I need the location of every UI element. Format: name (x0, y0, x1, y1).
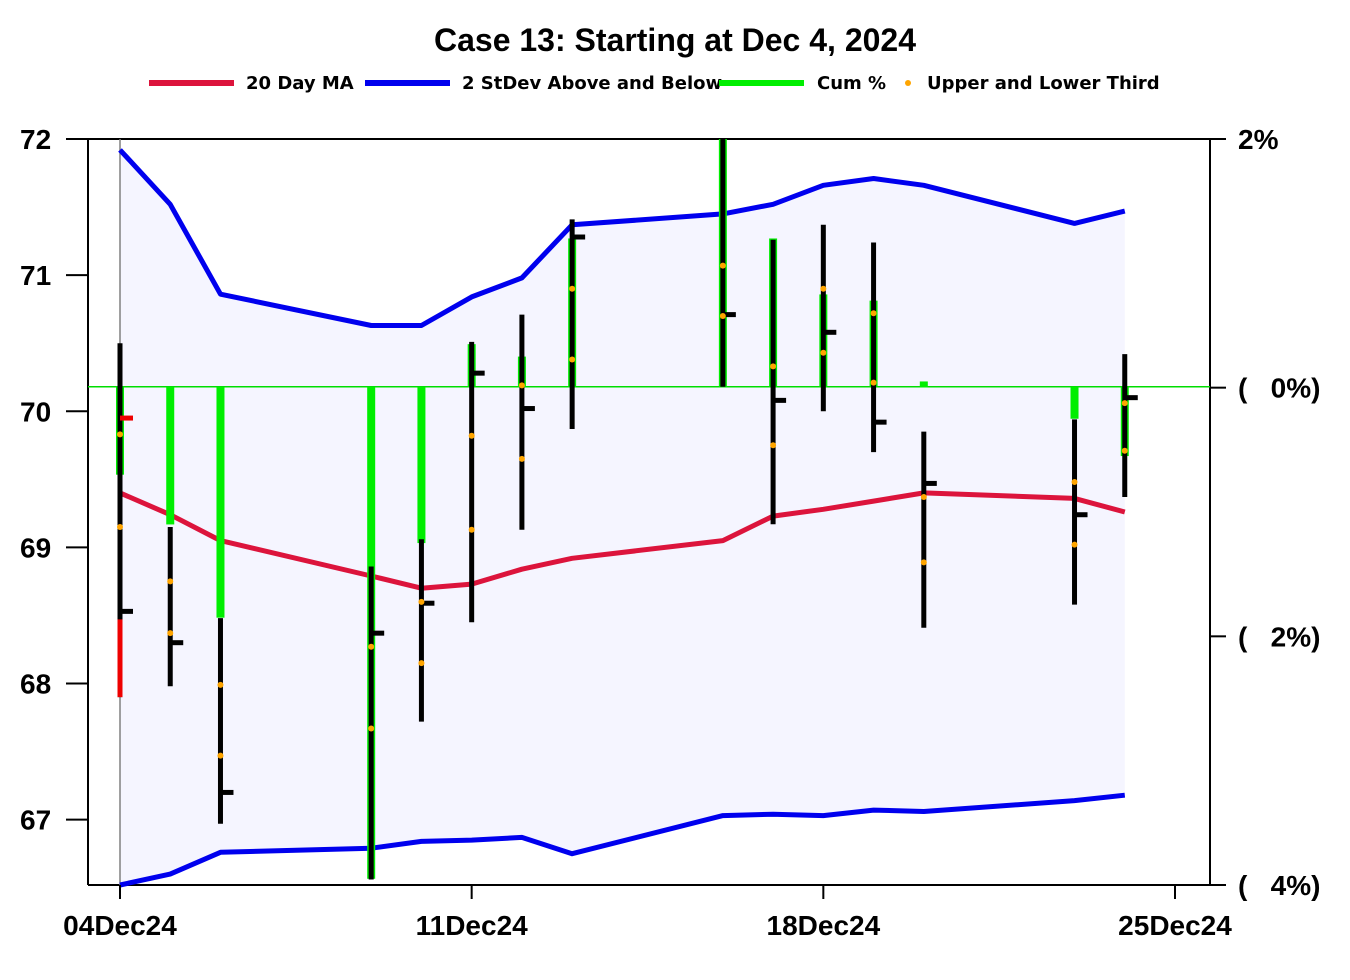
upper-third-dot (920, 494, 927, 501)
lower-third-dot (418, 660, 425, 667)
legend-item: 20 Day MA (149, 73, 354, 94)
ohlc-bar (770, 239, 787, 525)
upper-third-dot (770, 363, 777, 370)
lower-third-dot (217, 752, 224, 759)
cum-pct-bar (166, 386, 175, 525)
y-right-tick-label: ( 4%) (1238, 870, 1320, 901)
legend-label: 20 Day MA (246, 73, 354, 94)
y-left-tick-label: 71 (20, 260, 51, 291)
legend-item: Cum % (719, 73, 886, 94)
y-left-tick-label: 68 (20, 669, 51, 700)
upper-third-dot (167, 578, 174, 585)
ohlc-bar (368, 566, 385, 880)
ma20-line (119, 490, 1126, 591)
upper-third-dot (117, 431, 123, 438)
band-fill (120, 149, 1125, 885)
lower-third-dot (518, 455, 525, 462)
lower-third-dot (920, 559, 927, 566)
ohlc-bar (418, 539, 435, 722)
x-tick-label: 25Dec24 (1118, 910, 1232, 941)
legend-label: 2 StDev Above and Below (462, 73, 722, 94)
y-left-tick-label: 69 (20, 532, 51, 563)
upper-third-dot (870, 310, 877, 317)
ohlc-bar (719, 139, 736, 387)
upper-third-dot (569, 285, 576, 292)
lower-third-dot (167, 630, 174, 637)
upper-third-dot (719, 262, 726, 269)
lower-third-dot (770, 442, 777, 449)
band-fill-layer (120, 149, 1125, 885)
y-right-tick-label: ( 2%) (1238, 621, 1320, 652)
upper-third-dot (217, 681, 224, 688)
cum-pct-bar (919, 381, 928, 388)
ohlc-bar (870, 242, 887, 453)
lower-third-dot (820, 349, 827, 356)
ohlc-bar (468, 341, 485, 623)
legend-label: Upper and Lower Third (927, 73, 1160, 94)
ohlc-bar (1071, 419, 1088, 605)
plot-frame-layer (87, 138, 1211, 886)
y-left-tick-label: 67 (20, 805, 51, 836)
ohlc-bar (1121, 354, 1138, 498)
x-tick-label: 18Dec24 (767, 910, 881, 941)
upper-third-dot (368, 643, 375, 650)
lower-third-dot (117, 523, 123, 530)
y-left-tick-label: 72 (20, 124, 51, 155)
legend: 20 Day MA 2 StDev Above and Below Cum % Upp… (149, 73, 1160, 94)
lower-third-dot (870, 379, 877, 386)
ohlc-bar (518, 314, 535, 530)
axis-layer: 67 68 69 70 71 72 2% ( 0%) ( 2%) ( 4%) 04Dec24 11De… (20, 124, 1320, 941)
upper-third-dot (418, 598, 425, 605)
y-right-tick-label: ( 0%) (1238, 373, 1320, 404)
y-right-tick-label: 2% (1238, 124, 1279, 155)
ohlc-bar (569, 219, 586, 429)
lower-band-line (119, 792, 1126, 888)
legend-item: 2 StDev Above and Below (365, 73, 722, 94)
ma-layer (119, 490, 1126, 591)
ohlc-bar (117, 343, 133, 698)
ohlc-bar (820, 224, 837, 412)
lower-third-dot (468, 526, 475, 533)
upper-third-dot (518, 382, 525, 389)
lower-third-dot (1071, 541, 1078, 548)
x-tick-label: 04Dec24 (63, 910, 177, 941)
chart-title: Case 13: Starting at Dec 4, 2024 (434, 22, 916, 58)
cum-pct-bar (417, 386, 426, 544)
bar-layer (117, 139, 1138, 880)
ohlc-bar (167, 526, 184, 687)
cum-pct-bar (216, 386, 225, 618)
cum-pct-bar (1070, 386, 1079, 419)
x-tick-label: 11Dec24 (416, 910, 529, 941)
upper-third-dot (820, 285, 827, 292)
legend-label: Cum % (817, 73, 886, 94)
upper-third-dot (1121, 400, 1128, 407)
ohlc-bar (217, 618, 234, 824)
legend-swatch (905, 80, 911, 86)
upper-third-dot (1071, 479, 1078, 486)
lower-third-dot (1121, 447, 1128, 454)
legend-item: Upper and Lower Third (905, 73, 1160, 94)
upper-third-dot (468, 432, 475, 439)
y-left-tick-label: 70 (20, 396, 51, 427)
ohlc-bar (920, 431, 937, 628)
lower-third-dot (719, 312, 726, 319)
lower-third-dot (368, 725, 375, 732)
lower-third-dot (569, 356, 576, 363)
